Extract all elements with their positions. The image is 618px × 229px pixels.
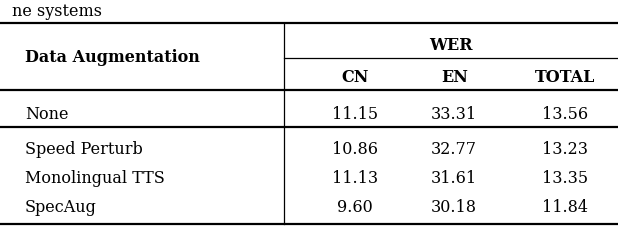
Text: 11.15: 11.15	[332, 105, 378, 122]
Text: SpecAug: SpecAug	[25, 198, 96, 215]
Text: 32.77: 32.77	[431, 141, 477, 158]
Text: ne systems: ne systems	[12, 3, 103, 20]
Text: None: None	[25, 105, 68, 122]
Text: 33.31: 33.31	[431, 105, 477, 122]
Text: 13.35: 13.35	[543, 169, 588, 186]
Text: 10.86: 10.86	[332, 141, 378, 158]
Text: Speed Perturb: Speed Perturb	[25, 141, 143, 158]
Text: 13.56: 13.56	[543, 105, 588, 122]
Text: TOTAL: TOTAL	[535, 69, 596, 86]
Text: 13.23: 13.23	[543, 141, 588, 158]
Text: 30.18: 30.18	[431, 198, 477, 215]
Text: WER: WER	[430, 37, 473, 54]
Text: 9.60: 9.60	[337, 198, 373, 215]
Text: Monolingual TTS: Monolingual TTS	[25, 169, 164, 186]
Text: Data Augmentation: Data Augmentation	[25, 49, 200, 66]
Text: CN: CN	[342, 69, 369, 86]
Text: 31.61: 31.61	[431, 169, 477, 186]
Text: 11.13: 11.13	[332, 169, 378, 186]
Text: EN: EN	[441, 69, 468, 86]
Text: 11.84: 11.84	[543, 198, 588, 215]
